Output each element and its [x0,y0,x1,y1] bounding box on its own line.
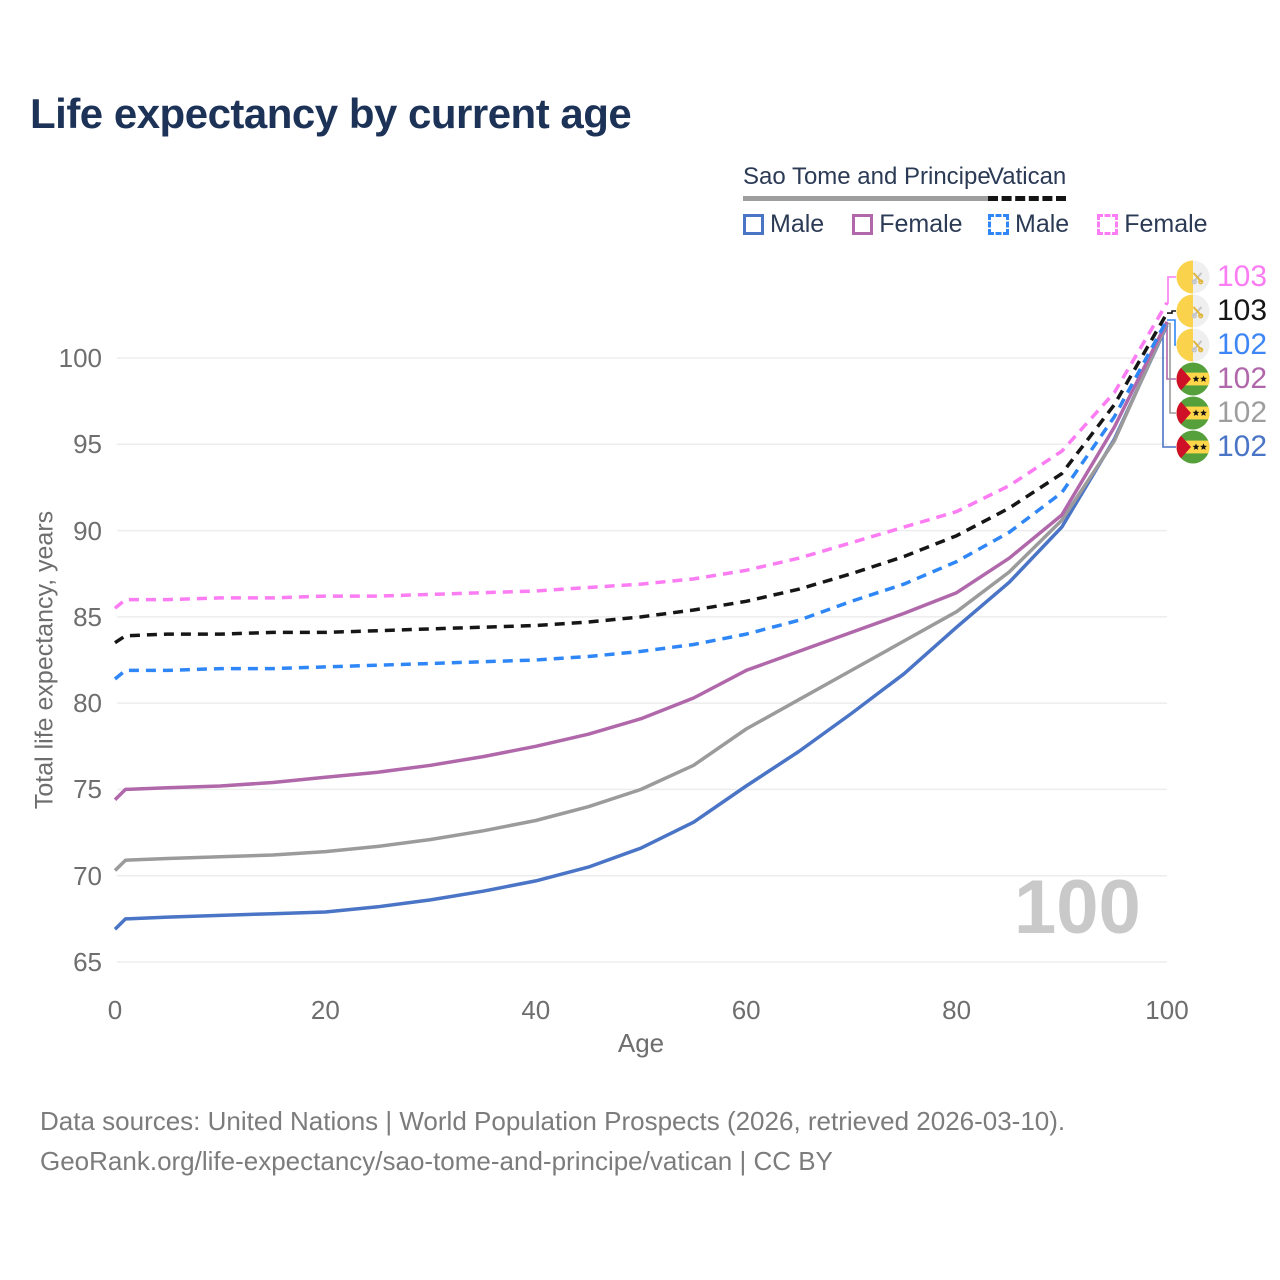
legend-swatch-dashed-female [1097,214,1119,235]
legend-country-vatican: Vatican [988,163,1067,201]
legend-item-sao-tome-female[interactable]: Female [852,210,963,239]
legend-group-vatican: Vatican Male Female [988,163,1208,239]
y-tick-label: 80 [73,688,102,719]
footer-attribution: GeoRank.org/life-expectancy/sao-tome-and… [40,1146,833,1176]
series-line-sao-tome-female[interactable] [113,321,1169,802]
legend-group-sao-tome: Sao Tome and Principe Male Female [743,163,991,239]
sao-tome-flag-icon [1176,430,1210,464]
end-value: 102 [1217,328,1268,361]
leader-line-vatican-male [1167,319,1176,346]
end-label-vatican-male[interactable]: 102 [1176,328,1267,362]
end-label-vatican-all[interactable]: 103 [1176,294,1267,328]
x-tick-label: 100 [1145,995,1189,1025]
y-tick-label: 65 [73,947,102,977]
y-tick-label: 100 [58,343,102,373]
legend-item-vatican-male[interactable]: Male [988,210,1069,239]
legend-swatch-dashed-male [988,214,1009,235]
end-label-vatican-female[interactable]: 103 [1176,260,1267,294]
vatican-flag-icon [1176,328,1210,362]
page-title: Life expectancy by current age [30,90,632,137]
x-axis-title: Age [617,1028,665,1058]
series-line-sao-tome-male[interactable] [113,324,1169,931]
chart-plot [113,276,1176,963]
y-tick-label: 90 [73,515,102,546]
end-value: 102 [1217,430,1268,463]
vatican-flag-icon [1176,294,1210,328]
y-tick-label: 70 [73,860,102,891]
legend-item-sao-tome-male[interactable]: Male [743,210,824,239]
vatican-flag-icon [1176,260,1210,294]
series-line-vatican-male[interactable] [113,319,1169,681]
x-tick-label: 60 [731,995,761,1025]
legend-swatch-solid-male [743,214,764,235]
sao-tome-flag-icon [1176,362,1210,396]
leader-line-sao-tome-all [1167,322,1176,414]
leader-line-vatican-all [1167,310,1176,314]
series-line-vatican-all[interactable] [114,312,1169,645]
x-tick-label: 40 [521,995,551,1025]
end-value: 102 [1217,396,1268,429]
legend-swatch-solid-female [852,214,874,235]
end-label-sao-tome-female[interactable]: 102 [1176,362,1267,396]
end-label-sao-tome-all[interactable]: 102 [1176,396,1267,430]
x-tick-label: 0 [107,995,123,1025]
x-tick-label: 80 [942,995,972,1025]
end-value: 102 [1217,362,1268,395]
legend-item-label: Male [1015,210,1070,238]
sao-tome-flag-icon [1176,396,1210,430]
end-value: 103 [1217,260,1268,293]
leader-line-sao-tome-female [1166,321,1176,380]
y-tick-label: 95 [73,429,102,460]
legend-item-vatican-female[interactable]: Female [1097,210,1208,239]
footer-data-sources: Data sources: United Nations | World Pop… [40,1106,1066,1136]
y-tick-label: 85 [73,601,102,632]
legend-item-label: Male [770,210,825,238]
series-line-sao-tome-all[interactable] [113,322,1169,872]
y-tick-label: 75 [73,774,102,805]
legend-country-sao-tome: Sao Tome and Principe [743,163,991,201]
x-tick-label: 20 [310,995,340,1025]
leader-line-vatican-female [1167,276,1176,304]
end-value: 103 [1217,294,1268,327]
age-watermark: 100 [1014,865,1141,950]
legend-item-label: Female [879,210,963,238]
legend-item-label: Female [1124,210,1208,238]
end-label-sao-tome-male[interactable]: 102 [1176,430,1267,464]
y-axis-title: Total life expectancy, years [30,510,59,810]
series-line-vatican-female[interactable] [113,301,1169,610]
